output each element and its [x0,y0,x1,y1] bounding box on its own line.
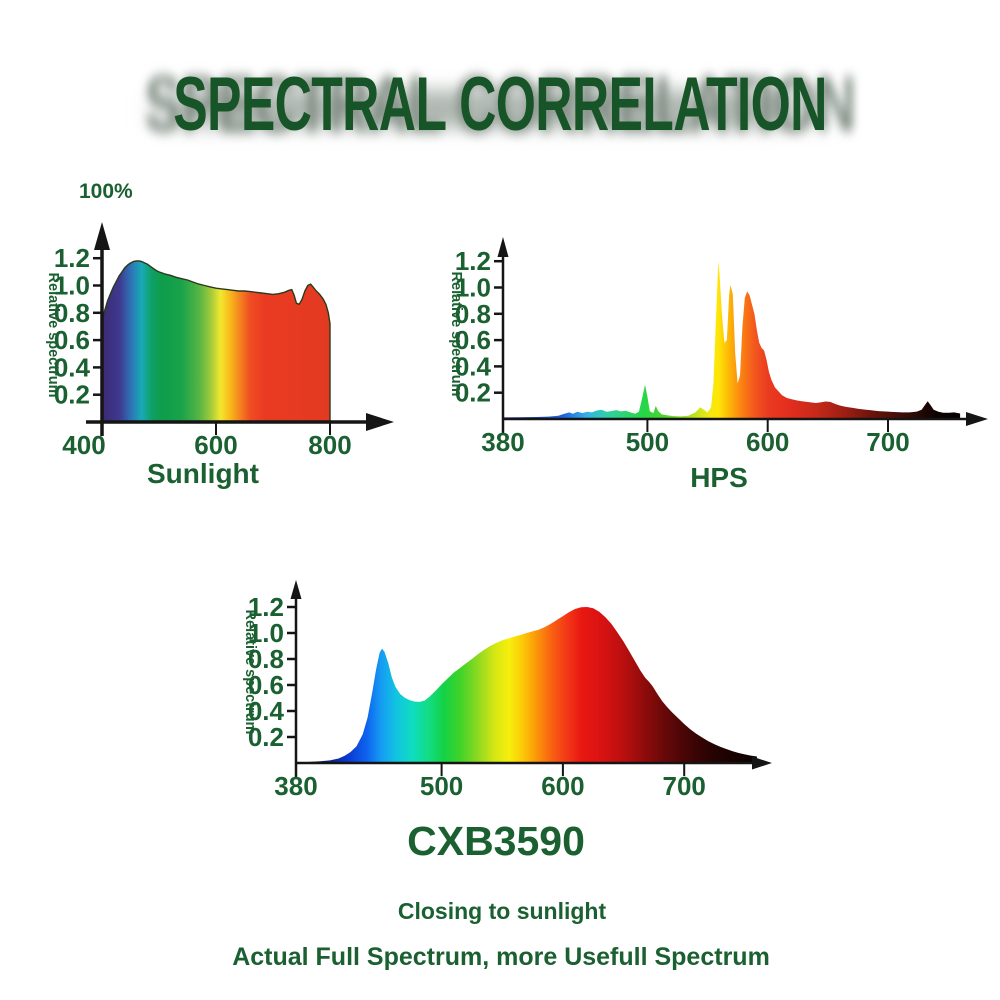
y-tick-label: 0.2 [54,380,90,410]
y-tick-label: 0.4 [54,352,91,382]
x-axis-arrow [966,412,988,426]
title-blur-streak [140,90,840,128]
y-axis-arrow [497,237,509,257]
page-title-shadow: SPECTRAL CORRELATION [144,61,856,148]
x-tick-label: 500 [626,427,669,457]
y-tick-label: 1.2 [455,246,491,276]
y-axis-arrow [94,222,110,250]
x-tick-label: 400 [62,430,105,460]
sunlight-chart-caption: Sunlight [147,458,259,489]
footer-closing-to-sunlight: Closing to sunlight [397,898,607,924]
x-tick-label: 700 [663,771,706,801]
hps-chart: 0.20.40.60.81.01.2 380 500 600 700 Relative s… [448,237,988,457]
y-tick-label: 0.2 [248,722,284,752]
spectrum-area [503,261,961,419]
y-tick-label: 0.8 [248,644,284,674]
x-tick-label: 380 [481,427,524,457]
x-axis-arrow [366,413,394,431]
cxb3590-chart-caption: CXB3590 [407,818,585,864]
y-tick-label: 0.6 [54,325,90,355]
cxb3590-chart: 0.20.40.60.81.01.2 380 500 600 700 Relative s… [242,580,772,801]
x-axis-arrow [752,756,772,770]
x-tick-label: 500 [420,771,463,801]
y-axis-title: Relative spectrum [45,273,61,398]
y-tick-label: 1.2 [248,592,284,622]
y-tick-label: 0.6 [248,670,284,700]
y-tick-label: 1.0 [455,273,491,303]
hps-chart-caption: HPS [690,462,748,493]
page-title: SPECTRAL CORRELATION SPECTRAL CORRELATIO… [0,61,1000,156]
sunlight-chart: 0.20.40.60.81.01.2 400 600 800 Relative spec… [45,222,394,460]
y-tick-label: 1.2 [54,243,90,273]
y-tick-label: 0.2 [455,378,491,408]
y-axis-title: Relative spectrum [448,272,464,397]
footer-full-spectrum-claim: Actual Full Spectrum, more Usefull Spect… [232,943,770,971]
y-tick-label: 1.0 [54,271,90,301]
y-tick-label: 0.8 [54,298,90,328]
y-axis-title: Relative spectrum [242,610,258,735]
y-tick-label: 0.4 [455,351,492,381]
x-tick-label: 700 [866,427,909,457]
y-tick-label: 1.0 [248,618,284,648]
y-tick-label: 0.6 [455,325,491,355]
x-tick-label: 600 [194,430,237,460]
hundred-percent-label: 100% [79,180,133,203]
y-axis-arrow [290,580,302,599]
x-tick-label: 800 [308,430,351,460]
spectrum-area [101,260,331,423]
x-tick-label: 380 [274,771,317,801]
x-tick-label: 600 [746,427,789,457]
page-title-text: SPECTRAL CORRELATION [173,62,827,147]
y-tick-label: 0.8 [455,299,491,329]
spectrum-area [296,607,757,763]
x-tick-label: 600 [541,771,584,801]
y-tick-label: 0.4 [248,696,285,726]
